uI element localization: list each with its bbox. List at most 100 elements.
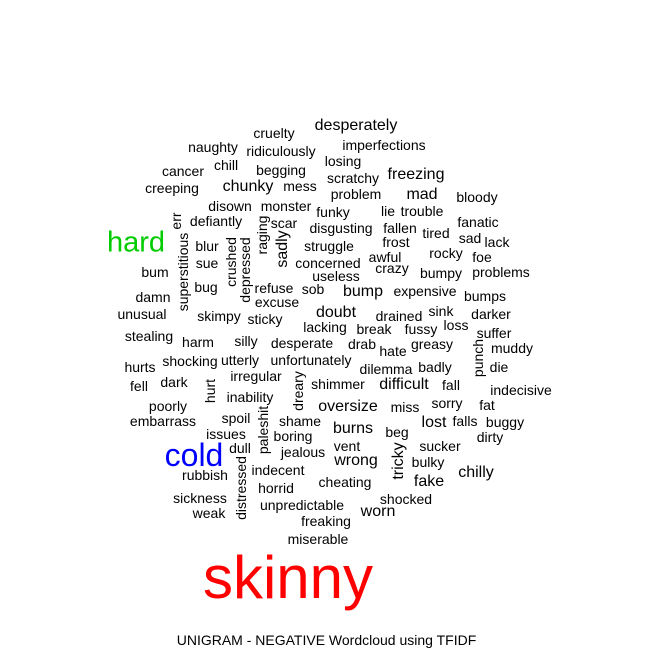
word-useless: useless (312, 268, 360, 284)
word-dreary: dreary (290, 371, 306, 411)
word-irregular: irregular (230, 368, 282, 384)
word-unusual: unusual (117, 306, 167, 322)
word-trouble: trouble (400, 203, 444, 219)
word-shimmer: shimmer (311, 376, 365, 392)
word-cruelty: cruelty (253, 125, 295, 141)
word-drained: drained (375, 308, 423, 324)
word-dilemma: dilemma (359, 361, 413, 377)
word-tricky: tricky (390, 442, 407, 480)
word-miserable: miserable (287, 531, 349, 547)
word-creeping: creeping (145, 180, 199, 196)
word-bum: bum (141, 264, 169, 280)
word-expensive: expensive (393, 283, 457, 299)
word-silly: silly (234, 333, 258, 349)
word-horrid: horrid (258, 480, 294, 496)
word-sickness: sickness (173, 490, 227, 506)
word-lacking: lacking (303, 319, 347, 335)
word-inability: inability (226, 389, 274, 405)
word-buggy: buggy (485, 414, 525, 430)
word-weak: weak (192, 505, 226, 521)
word-skinny: skinny (202, 544, 374, 611)
word-punch: punch (470, 338, 486, 378)
word-burns: burns (332, 420, 374, 437)
word-dark: dark (160, 374, 188, 390)
word-cheating: cheating (318, 474, 372, 490)
word-lack: lack (484, 234, 510, 250)
word-fanatic: fanatic (457, 214, 499, 230)
word-depressed: depressed (237, 237, 253, 303)
word-fake: fake (413, 473, 445, 490)
word-sad: sad (458, 230, 482, 246)
word-awful: awful (368, 249, 402, 265)
word-distressed: distressed (233, 456, 249, 520)
word-rubbish: rubbish (182, 467, 228, 483)
word-break: break (356, 321, 392, 337)
word-boring: boring (273, 428, 313, 444)
word-frost: frost (382, 234, 410, 250)
word-paleshit: paleshit (255, 405, 271, 455)
word-hurt: hurt (202, 378, 218, 404)
word-sorry: sorry (431, 395, 463, 411)
word-chilly: chilly (458, 464, 494, 481)
word-hurts: hurts (124, 359, 156, 375)
word-defiantly: defiantly (189, 213, 243, 229)
word-sticky: sticky (247, 311, 283, 327)
word-badly: badly (418, 359, 452, 375)
word-bumpy: bumpy (419, 265, 463, 281)
word-darker: darker (471, 306, 511, 322)
word-losing: losing (324, 153, 362, 169)
word-bulky: bulky (411, 454, 445, 470)
word-chill: chill (213, 157, 239, 173)
word-suffer: suffer (476, 325, 512, 341)
word-dull: dull (229, 440, 251, 456)
word-stealing: stealing (124, 328, 174, 344)
word-mad: mad (406, 186, 438, 203)
word-embarrass: embarrass (129, 413, 197, 429)
word-harm: harm (182, 334, 214, 350)
word-blur: blur (195, 238, 219, 254)
word-damn: damn (135, 289, 171, 305)
word-sucker: sucker (419, 438, 461, 454)
word-spoil: spoil (221, 410, 251, 426)
word-monster: monster (260, 198, 312, 214)
word-utterly: utterly (220, 352, 260, 368)
word-falls: falls (452, 413, 478, 429)
word-concerned: concerned (295, 255, 361, 271)
word-tired: tired (422, 225, 450, 241)
word-problems: problems (472, 264, 530, 280)
word-foe: foe (472, 249, 492, 265)
word-fall: fall (442, 377, 460, 393)
word-worn: worn (360, 503, 396, 520)
word-err: err (168, 212, 184, 230)
word-desperate: desperate (270, 335, 334, 351)
word-lost: lost (421, 414, 447, 431)
word-raging: raging (254, 215, 270, 255)
word-naughty: naughty (188, 139, 238, 155)
word-indecisive: indecisive (490, 382, 552, 398)
word-begging: begging (256, 162, 306, 178)
word-superstitious: superstitious (175, 232, 191, 312)
word-struggle: struggle (304, 238, 354, 254)
word-beg: beg (385, 424, 409, 440)
word-scratchy: scratchy (326, 170, 380, 186)
word-sue: sue (195, 255, 219, 271)
word-scar: scar (270, 215, 298, 231)
word-poorly: poorly (148, 398, 188, 414)
word-lie: lie (380, 203, 396, 219)
word-bumps: bumps (463, 288, 507, 304)
word-jealous: jealous (280, 444, 326, 460)
word-fell: fell (130, 378, 148, 394)
word-hard: hard (106, 226, 166, 259)
word-miss: miss (390, 399, 420, 415)
word-funky: funky (316, 204, 350, 220)
word-bug: bug (194, 279, 218, 295)
word-dirty: dirty (476, 429, 504, 445)
word-mess: mess (283, 178, 317, 194)
word-indecent: indecent (251, 462, 305, 478)
word-loss: loss (443, 317, 469, 333)
word-greasy: greasy (410, 336, 454, 352)
word-fussy: fussy (404, 321, 438, 337)
word-unpredictable: unpredictable (259, 497, 345, 513)
word-bump: bump (342, 283, 384, 300)
